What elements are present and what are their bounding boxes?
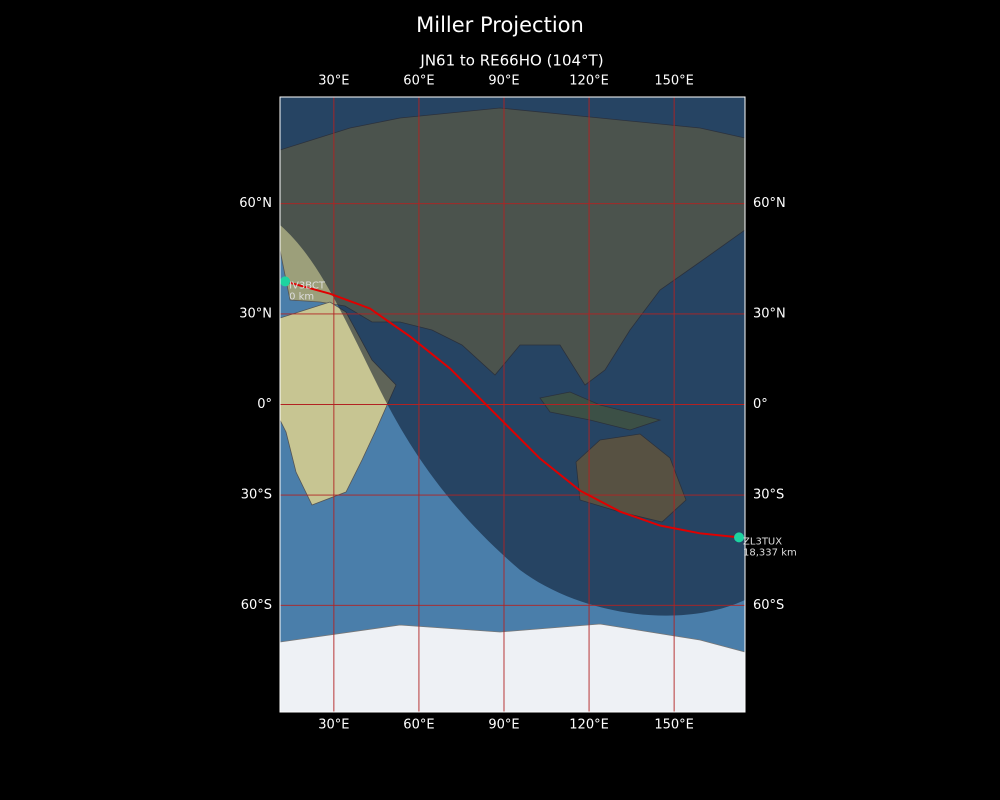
lat-label-left: 30°N: [239, 306, 272, 321]
lon-label-top: 150°E: [654, 74, 694, 89]
subtitle: JN61 to RE66HO (104°T): [419, 52, 603, 70]
route: [284, 280, 740, 539]
lon-label-top: 60°E: [403, 74, 434, 89]
lon-label-bottom: 90°E: [488, 718, 519, 733]
lon-label-top: 90°E: [488, 74, 519, 89]
lon-label-bottom: 30°E: [318, 718, 349, 733]
station: [280, 276, 291, 287]
graticule: [280, 97, 745, 712]
lat-label-left: 30°S: [241, 488, 272, 503]
lat-label-right: 60°N: [753, 196, 786, 211]
station-distance: 0 km: [289, 291, 314, 302]
station-distance: 18,337 km: [743, 547, 797, 558]
lat-label-right: 0°: [753, 397, 768, 412]
lon-label-top: 120°E: [569, 74, 609, 89]
route-layer: [280, 276, 745, 543]
lat-label-right: 60°S: [753, 598, 784, 613]
lat-label-right: 30°N: [753, 306, 786, 321]
lat-label-right: 30°S: [753, 488, 784, 503]
labels: 30°E 30°E 60°E 60°E 90°E 90°E 120°E 120°E 150°E 1…: [239, 74, 797, 733]
lon-label-top: 30°E: [318, 74, 349, 89]
station-call: IV3BCT: [289, 280, 326, 291]
lon-label-bottom: 120°E: [569, 718, 609, 733]
title: Miller Projection: [416, 13, 584, 37]
lon-label-bottom: 60°E: [403, 718, 434, 733]
map-area: [280, 97, 745, 712]
map-frame: [279, 96, 746, 713]
land-antarctica: [280, 623, 745, 712]
station: [734, 532, 745, 543]
lat-label-left: 60°N: [239, 196, 272, 211]
lat-label-left: 0°: [257, 397, 272, 412]
lon-label-bottom: 150°E: [654, 718, 694, 733]
station-call: ZL3TUX: [743, 536, 782, 547]
night-shade: [280, 97, 745, 616]
lat-label-left: 60°S: [241, 598, 272, 613]
